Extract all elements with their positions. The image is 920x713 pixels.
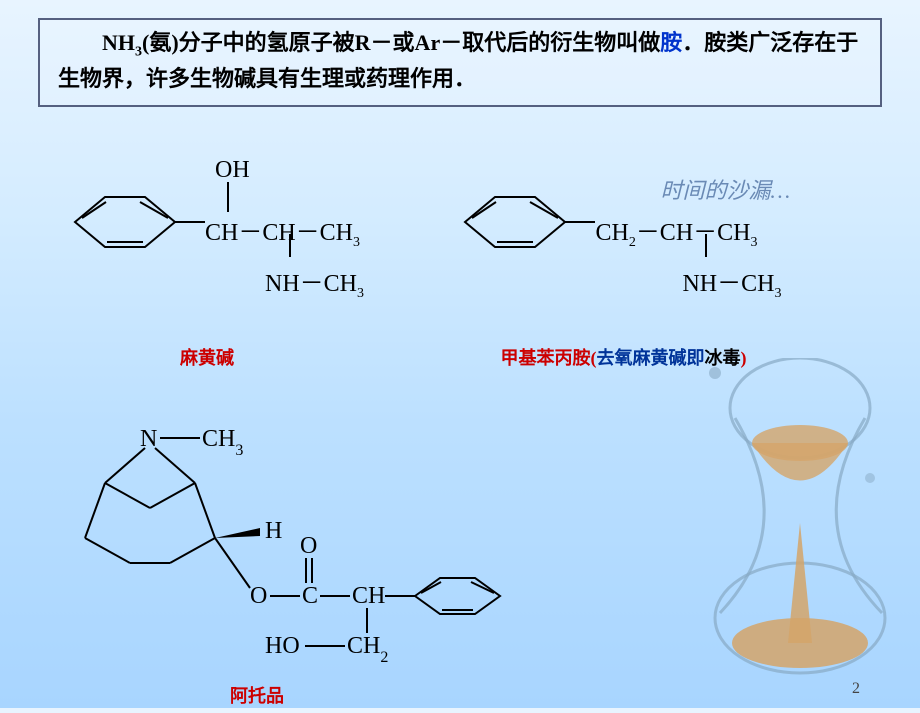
ephedrine-block: OH CH－CH－CH3 NH－CH3 麻黄碱 [50,142,440,410]
atropine-structure: N CH3 H O C O CH [50,418,530,668]
atropine-label: 阿托品 [230,682,730,708]
atr-CH: CH [352,583,385,609]
atr-O1: O [250,583,267,609]
meth-chain: CH2－CH－CH3 [595,212,875,251]
meth-label-main: 甲基苯丙胺 [500,348,590,368]
page-number: 2 [852,680,860,698]
atr-HO: HO [265,633,300,659]
atr-ch3: CH3 [202,426,243,459]
watermark-text: 时间的沙漏… [660,173,790,205]
meth-amine: NH－CH3 [682,263,920,302]
atr-N: N [140,426,157,452]
intro-mid: )分子中的氢原子被R－或Ar－取代后的衍生物叫做 [171,30,660,55]
atropine-block: N CH3 H O C O CH [50,418,550,713]
eph-nh-sub: 3 [357,286,364,301]
meth-ch3-sub: 3 [751,235,758,250]
nh3-sub: 3 [135,44,142,59]
ammonia-char: 氨 [149,30,171,55]
meth-ch2-sub: 2 [629,235,636,250]
meth-nh-sub: 3 [774,286,781,301]
meth-chain2: －CH－CH [636,220,751,246]
ephedrine-chain: CH－CH－CH3 [205,212,455,251]
eph-ch3-sub: 3 [353,235,360,250]
meth-nh: NH－CH [682,271,774,297]
ephedrine-amine: NH－CH3 [265,263,515,302]
atr-O2: O [300,533,317,559]
amine-highlight: 胺 [660,30,682,55]
intro-box: NH3(氨)分子中的氢原子被R－或Ar－取代后的衍生物叫做胺．胺类广泛存在于生物… [38,18,882,107]
atr-C: C [302,583,318,609]
nh3-prefix: NH [102,30,135,55]
intro-paragraph: NH3(氨)分子中的氢原子被R－或Ar－取代后的衍生物叫做胺．胺类广泛存在于生物… [58,26,862,95]
oh-label: OH [215,157,250,183]
hourglass-decoration [670,358,890,678]
atr-CH2: CH2 [347,633,388,666]
atr-H: H [265,518,282,544]
eph-nh-text: NH－CH [265,271,357,297]
meth-ch2: CH [595,220,628,246]
eph-chain-text: CH－CH－CH [205,220,353,246]
